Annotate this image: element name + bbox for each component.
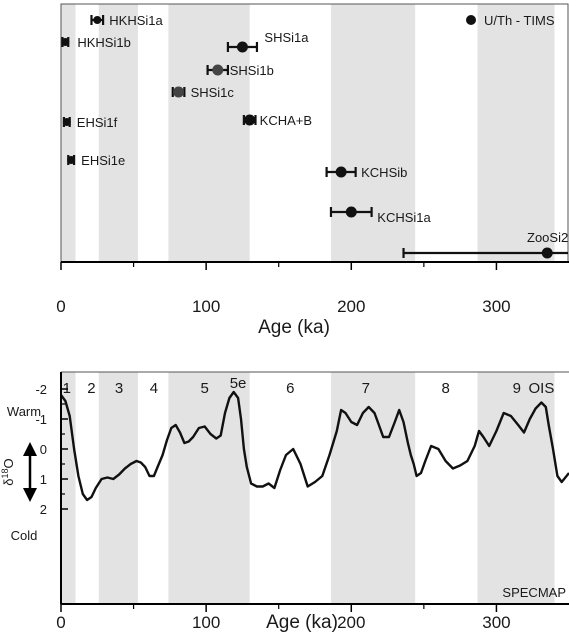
x-tick-label: 100 (192, 613, 220, 632)
y-tick-label: 1 (40, 472, 47, 487)
stage-label: 2 (87, 380, 95, 397)
sample-label: HKHSi1a (109, 13, 163, 28)
sample-label: EHSi1e (81, 153, 125, 168)
shaded-band (168, 372, 250, 604)
warm-cold-arrow-icon (23, 442, 37, 502)
top-x-ticks: 0 100 200 300 (56, 262, 511, 316)
shaded-band (98, 4, 138, 262)
sample-label: SHSi1c (191, 85, 235, 100)
y-tick-label: -2 (35, 382, 47, 397)
data-point (212, 64, 224, 76)
legend-marker (466, 15, 476, 25)
sample-label: KCHSi1a (377, 210, 431, 225)
x-tick-label: 200 (337, 613, 365, 632)
bottom-shaded-bands (61, 372, 555, 604)
top-chart: HKHSi1a HKHSi1b SHSi1a SHSi1b SHSi1c EHSi1f KC… (56, 3, 569, 338)
stage-label: 6 (286, 380, 294, 397)
stage-label: 8 (441, 380, 449, 397)
top-x-axis-title: Age (ka) (258, 317, 330, 338)
x-tick-label: 200 (337, 297, 365, 316)
y-tick-label: -1 (35, 412, 47, 427)
data-point (173, 86, 185, 98)
sample-label: SHSi1b (230, 63, 274, 78)
x-tick-label: 100 (192, 297, 220, 316)
y-tick-label: 0 (40, 442, 47, 457)
x-tick-label: 300 (482, 613, 510, 632)
stage-label: 5 (201, 380, 209, 397)
stage-label: 5e (230, 375, 247, 392)
stage-label: 4 (150, 380, 158, 397)
bottom-x-ticks: 0 100 200 300 (56, 604, 511, 632)
specmap-curve (60, 390, 569, 502)
shaded-band (330, 4, 416, 262)
warm-label: Warm (7, 404, 41, 419)
legend-label: U/Th - TIMS (484, 13, 555, 28)
bottom-y-ticks: -2 -1 0 1 2 (35, 382, 68, 517)
shaded-band (330, 372, 416, 604)
data-point (62, 118, 71, 126)
data-point (335, 166, 347, 178)
data-point (541, 247, 553, 259)
top-shaded-bands (61, 4, 555, 262)
x-tick-label: 300 (482, 297, 510, 316)
sample-label: HKHSi1b (77, 35, 130, 50)
bottom-chart: 1 2 3 4 5 5e 6 7 8 9 OIS -2 -1 0 1 2 Warm Cold δ18O SP… (0, 371, 569, 633)
stage-label: 3 (115, 380, 123, 397)
legend: U/Th - TIMS (466, 13, 555, 28)
sample-label: ZooSi2 (527, 230, 568, 245)
data-point (236, 41, 248, 53)
sample-label: EHSi1f (77, 115, 118, 130)
stage-label: 9 (513, 380, 521, 397)
specmap-label: SPECMAP (502, 585, 566, 600)
shaded-band (477, 372, 555, 604)
y-tick-label: 2 (40, 502, 47, 517)
cold-label: Cold (11, 528, 38, 543)
x-tick-label: 0 (56, 297, 65, 316)
sample-label: KCHA+B (260, 113, 312, 128)
shaded-band (61, 4, 76, 262)
arrow-head-up (23, 442, 37, 456)
delta-18o-label: δ18O (0, 458, 16, 485)
data-point (244, 114, 256, 126)
arrow-head-down (23, 488, 37, 502)
shaded-band (98, 372, 138, 604)
stage-label: 7 (362, 380, 370, 397)
data-point (93, 16, 102, 24)
x-tick-label: 0 (56, 613, 65, 632)
shaded-band (477, 4, 555, 262)
data-point (67, 156, 76, 164)
sample-label: KCHSib (361, 165, 407, 180)
data-point (61, 38, 70, 46)
top-data-points: HKHSi1a HKHSi1b SHSi1a SHSi1b SHSi1c EHSi1f KC… (61, 13, 568, 259)
stage-label: OIS (529, 380, 555, 397)
data-point (345, 206, 357, 218)
sample-label: SHSi1a (264, 30, 309, 45)
shaded-band (168, 4, 250, 262)
bottom-x-axis-title: Age (ka) (266, 612, 338, 633)
